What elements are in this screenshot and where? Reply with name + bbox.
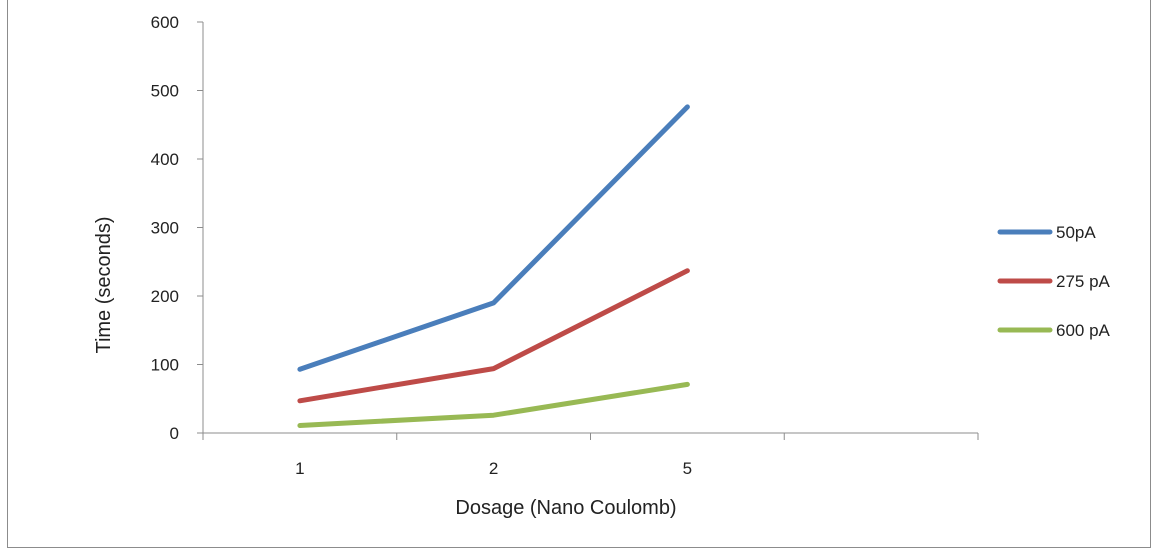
- y-tick-label: 100: [151, 356, 179, 375]
- x-tick-label: 2: [489, 459, 498, 478]
- y-tick-label: 400: [151, 150, 179, 169]
- axes: 0 100 200 300 400 500 600 1 2 5: [151, 13, 979, 478]
- x-axis-title: Dosage (Nano Coulomb): [455, 497, 676, 519]
- y-tick-label: 600: [151, 13, 179, 32]
- legend-label-1: 50pA: [1056, 223, 1096, 242]
- y-tick-label: 0: [170, 424, 179, 443]
- series-line-1: [297, 104, 690, 372]
- chart-frame: [7, 0, 1151, 548]
- x-tick-label: 1: [295, 459, 304, 478]
- y-tick-label: 200: [151, 287, 179, 306]
- y-axis-title: Time (seconds): [93, 216, 115, 353]
- series-lines: [297, 104, 690, 428]
- y-tick-label: 300: [151, 219, 179, 238]
- series-line-2: [297, 268, 690, 404]
- legend: 50pA 275 pA 600 pA: [997, 223, 1111, 340]
- x-tick-label: 5: [683, 459, 692, 478]
- y-tick-label: 500: [151, 82, 179, 101]
- series-line-3: [297, 381, 690, 428]
- legend-label-3: 600 pA: [1056, 321, 1111, 340]
- legend-label-2: 275 pA: [1056, 272, 1111, 291]
